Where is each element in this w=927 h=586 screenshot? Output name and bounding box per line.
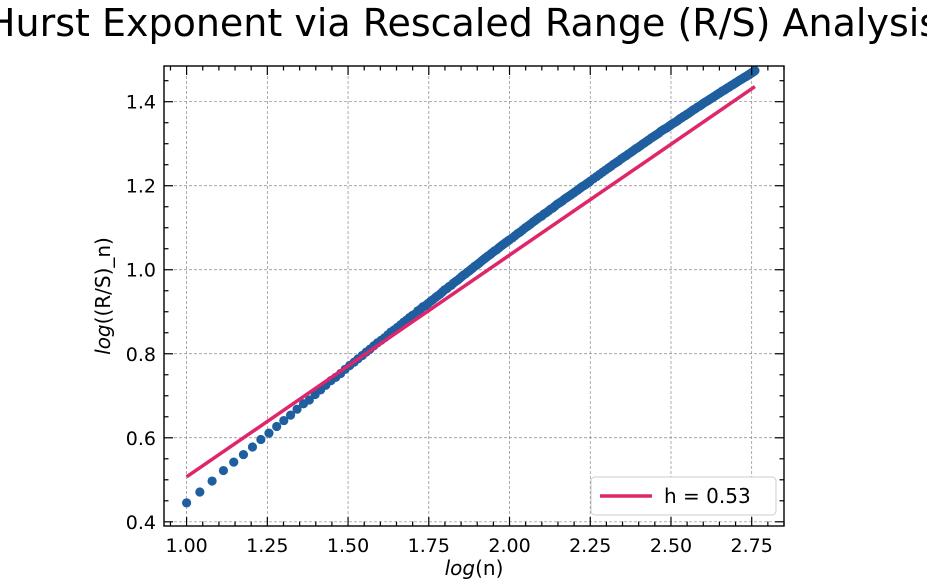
x-tick-label: 1.25: [246, 535, 288, 557]
grid-lines: [164, 66, 784, 526]
data-point: [256, 435, 265, 444]
fit-line: [187, 87, 755, 477]
data-point: [195, 487, 204, 496]
x-axis-label-rest: (n): [475, 556, 503, 580]
data-point: [272, 422, 281, 431]
y-tick-label: 1.2: [126, 176, 156, 198]
y-tick-label: 1.4: [126, 92, 156, 114]
y-tick-label: 0.8: [126, 344, 156, 366]
y-axis-label-italic: log: [91, 324, 115, 355]
x-tick-label: 2.00: [488, 535, 530, 557]
chart-title: Hurst Exponent via Rescaled Range (R/S) …: [0, 1, 927, 45]
x-tick-label: 1.75: [408, 535, 450, 557]
x-tick-label: 2.75: [731, 535, 773, 557]
y-tick-label: 1.0: [126, 260, 156, 282]
x-axis-label-italic: log: [445, 556, 476, 580]
data-point: [229, 458, 238, 467]
plot-frame: [164, 66, 784, 526]
axis-ticks: [164, 66, 784, 526]
y-axis-label-rest: ((R/S)_n): [91, 237, 115, 324]
data-point: [239, 450, 248, 459]
data-point: [208, 476, 217, 485]
data-point: [264, 429, 273, 438]
y-axis-label: log((R/S)_n): [91, 237, 115, 355]
x-tick-label: 2.50: [650, 535, 692, 557]
x-axis-label: log(n): [445, 556, 504, 580]
y-tick-label: 0.4: [126, 512, 156, 534]
data-points: [182, 66, 760, 507]
x-tick-label: 1.00: [165, 535, 207, 557]
data-point: [248, 442, 257, 451]
y-tick-labels: 0.4 0.6 0.8 1.0 1.2 1.4: [126, 92, 156, 534]
y-tick-label: 0.6: [126, 428, 156, 450]
legend: h = 0.53: [591, 477, 776, 515]
data-point: [182, 498, 191, 507]
fit-line-group: [187, 87, 755, 477]
legend-label: h = 0.53: [664, 484, 751, 508]
x-tick-label: 2.25: [569, 535, 611, 557]
data-point: [219, 466, 228, 475]
x-tick-label: 1.50: [327, 535, 369, 557]
x-tick-labels: 1.00 1.25 1.50 1.75 2.00 2.25 2.50 2.75: [165, 535, 772, 557]
